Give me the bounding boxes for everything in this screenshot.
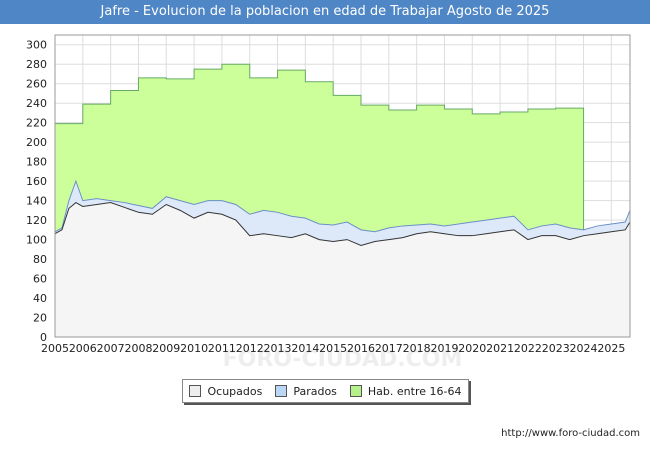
x-tick-label: 2021: [486, 342, 514, 355]
legend-label-habitantes: Hab. entre 16-64: [367, 384, 462, 398]
x-tick-label: 2011: [208, 342, 236, 355]
y-tick-label: 80: [33, 253, 47, 266]
y-tick-label: 40: [33, 292, 47, 305]
legend-swatch-ocupados: [189, 385, 202, 397]
x-tick-label: 2015: [319, 342, 347, 355]
x-tick-label: 2025: [597, 342, 625, 355]
legend-item-parados: Parados: [275, 385, 337, 398]
x-tick-label: 2024: [570, 342, 598, 355]
x-tick-label: 2008: [124, 342, 152, 355]
x-tick-label: 2020: [458, 342, 486, 355]
y-tick-label: 260: [26, 78, 47, 91]
legend-label-parados: Parados: [293, 384, 337, 398]
x-tick-label: 2018: [403, 342, 431, 355]
y-tick-label: 240: [26, 97, 47, 110]
x-tick-label: 2007: [97, 342, 125, 355]
y-tick-label: 20: [33, 312, 47, 325]
x-tick-label: 2009: [152, 342, 180, 355]
x-tick-label: 2012: [236, 342, 264, 355]
y-tick-label: 160: [26, 175, 47, 188]
x-axis-ticks: 2005 2006 2007 2008 2009 2010 2011 2012 2013 2014…: [41, 342, 625, 355]
y-tick-label: 300: [26, 39, 47, 52]
y-tick-label: 60: [33, 273, 47, 286]
watermark: FORO-CIUDAD.COM: [223, 347, 463, 372]
source-url: http://www.foro-ciudad.com: [501, 428, 640, 439]
x-tick-label: 2005: [41, 342, 69, 355]
legend-label-ocupados: Ocupados: [207, 384, 263, 398]
y-tick-label: 100: [26, 234, 47, 247]
y-tick-label: 280: [26, 58, 47, 71]
x-tick-label: 2014: [291, 342, 319, 355]
legend-item-habitantes: Hab. entre 16-64: [349, 384, 462, 398]
series-line-ocupados: [54, 201, 631, 246]
y-axis-ticks: 0 20 40 60 80 100 120 140 160 180 200 220 240 260 280 3…: [26, 39, 47, 344]
y-tick-label: 120: [26, 214, 47, 227]
x-tick-label: 2023: [542, 342, 570, 355]
y-tick-label: 140: [26, 195, 47, 208]
legend-swatch-parados: [275, 385, 288, 397]
x-tick-label: 2022: [514, 342, 542, 355]
series-areas: [54, 63, 631, 338]
series-area-ocupados: [55, 202, 630, 337]
y-tick-label: 180: [26, 156, 47, 169]
x-tick-label: 2019: [430, 342, 458, 355]
series-line-parados: [54, 179, 631, 233]
plot-frame: [54, 34, 631, 338]
x-tick-label: 2013: [264, 342, 292, 355]
y-tick-label: 0: [40, 331, 47, 344]
y-tick-label: 200: [26, 136, 47, 149]
x-tick-label: 2010: [180, 342, 208, 355]
legend-swatch-habitantes: [349, 385, 362, 397]
legend: Ocupados Parados Hab. entre 16-64: [182, 379, 469, 403]
y-tick-label: 220: [26, 117, 47, 130]
legend-item-ocupados: Ocupados: [189, 385, 262, 398]
x-tick-label: 2006: [69, 342, 97, 355]
x-tick-label: 2017: [375, 342, 403, 355]
x-tick-label: 2016: [347, 342, 375, 355]
chart-title: Jafre - Evolucion de la poblacion en eda…: [0, 0, 650, 24]
